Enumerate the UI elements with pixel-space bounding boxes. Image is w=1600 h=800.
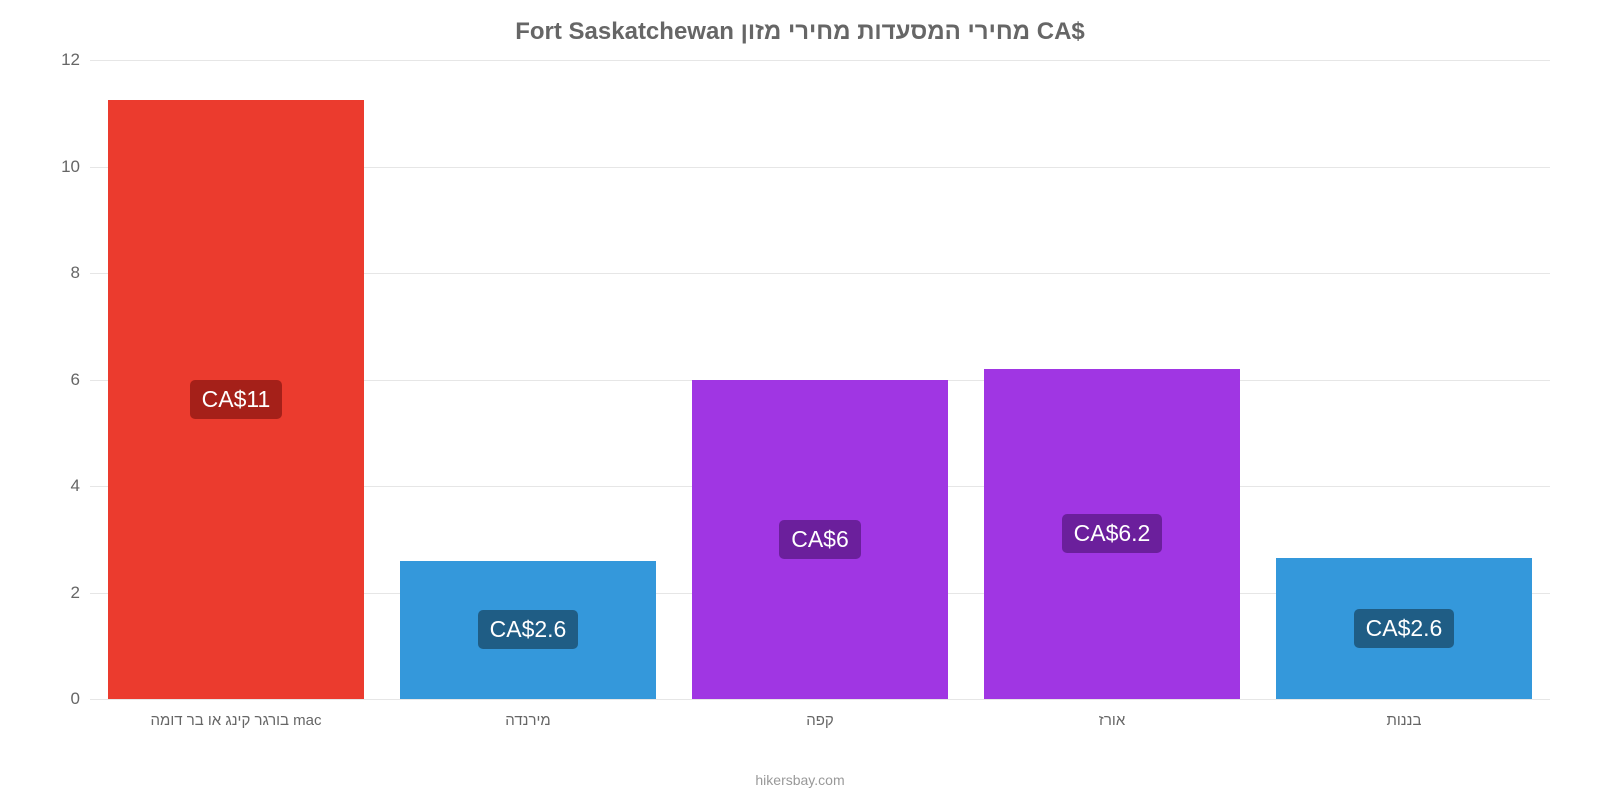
bar-value-label: CA$2.6 — [1354, 609, 1455, 648]
xtick-label: קפה — [806, 712, 834, 729]
bar: CA$2.6 — [400, 561, 657, 699]
bar-slot: CA$6.2אורז — [966, 60, 1258, 699]
ytick-label: 12 — [61, 50, 80, 70]
ytick-label: 4 — [71, 476, 80, 496]
ytick-label: 10 — [61, 157, 80, 177]
bar-value-label: CA$6 — [779, 520, 861, 559]
bar-slot: CA$6קפה — [674, 60, 966, 699]
bar-slot: CA$2.6בננות — [1258, 60, 1550, 699]
bar-value-label: CA$6.2 — [1062, 514, 1163, 553]
bar-value-label: CA$11 — [190, 380, 283, 419]
bar-value-label: CA$2.6 — [478, 610, 579, 649]
xtick-label: בננות — [1387, 712, 1422, 729]
bar: CA$6.2 — [984, 369, 1241, 699]
ytick-label: 8 — [71, 263, 80, 283]
gridline — [90, 699, 1550, 700]
bar: CA$2.6 — [1276, 558, 1533, 699]
bar: CA$6 — [692, 380, 949, 700]
ytick-label: 6 — [71, 370, 80, 390]
xtick-label: אורז — [1099, 712, 1125, 729]
attribution: hikersbay.com — [0, 772, 1600, 788]
ytick-label: 2 — [71, 583, 80, 603]
plot-area: 024681012 CA$11בורגר קינג או בר דומה mac… — [90, 60, 1550, 700]
chart-container: 024681012 CA$11בורגר קינג או בר דומה mac… — [50, 60, 1560, 730]
xtick-label: מירנדה — [505, 712, 550, 729]
bar-slot: CA$2.6מירנדה — [382, 60, 674, 699]
bars-group: CA$11בורגר קינג או בר דומה macCA$2.6מירנ… — [90, 60, 1550, 699]
ytick-label: 0 — [71, 689, 80, 709]
bar: CA$11 — [108, 100, 365, 699]
chart-title: Fort Saskatchewan מחירי המסעדות מחירי מז… — [0, 0, 1600, 46]
xtick-label: בורגר קינג או בר דומה mac — [151, 712, 322, 729]
bar-slot: CA$11בורגר קינג או בר דומה mac — [90, 60, 382, 699]
